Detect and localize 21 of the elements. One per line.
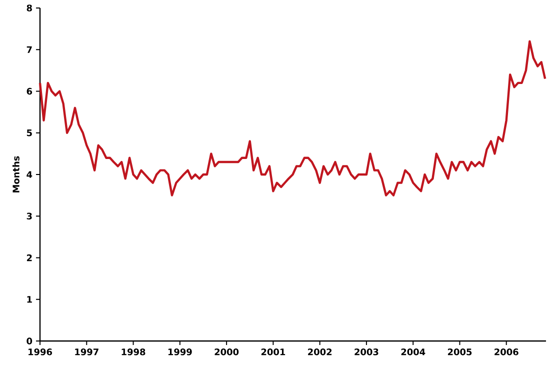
x-tick-label: 1996: [28, 348, 52, 356]
y-tick-label: 6: [26, 88, 32, 95]
y-tick-label: 2: [26, 254, 32, 262]
x-tick-label: 2004: [401, 348, 426, 356]
y-tick-label: 8: [26, 4, 32, 12]
x-tick-label: 1999: [168, 348, 192, 356]
x-tick-label: 2005: [448, 348, 472, 356]
x-tick-label: 2006: [494, 348, 518, 356]
y-tick-label: 4: [26, 171, 32, 178]
x-tick-label: 2000: [214, 348, 239, 356]
x-tick-label: 2003: [354, 348, 378, 356]
y-tick-label: 7: [26, 46, 32, 53]
y-tick-label: 3: [26, 212, 32, 220]
y-tick-label: 1: [27, 296, 32, 303]
y-tick-label: 5: [26, 130, 32, 136]
x-tick-label: 1997: [75, 348, 98, 356]
x-tick-label: 2002: [308, 348, 332, 356]
y-tick-label: 0: [26, 338, 32, 344]
y-axis-title: Months: [12, 156, 20, 192]
x-tick-label: 2001: [261, 348, 286, 356]
x-tick-label: 1998: [122, 348, 146, 356]
